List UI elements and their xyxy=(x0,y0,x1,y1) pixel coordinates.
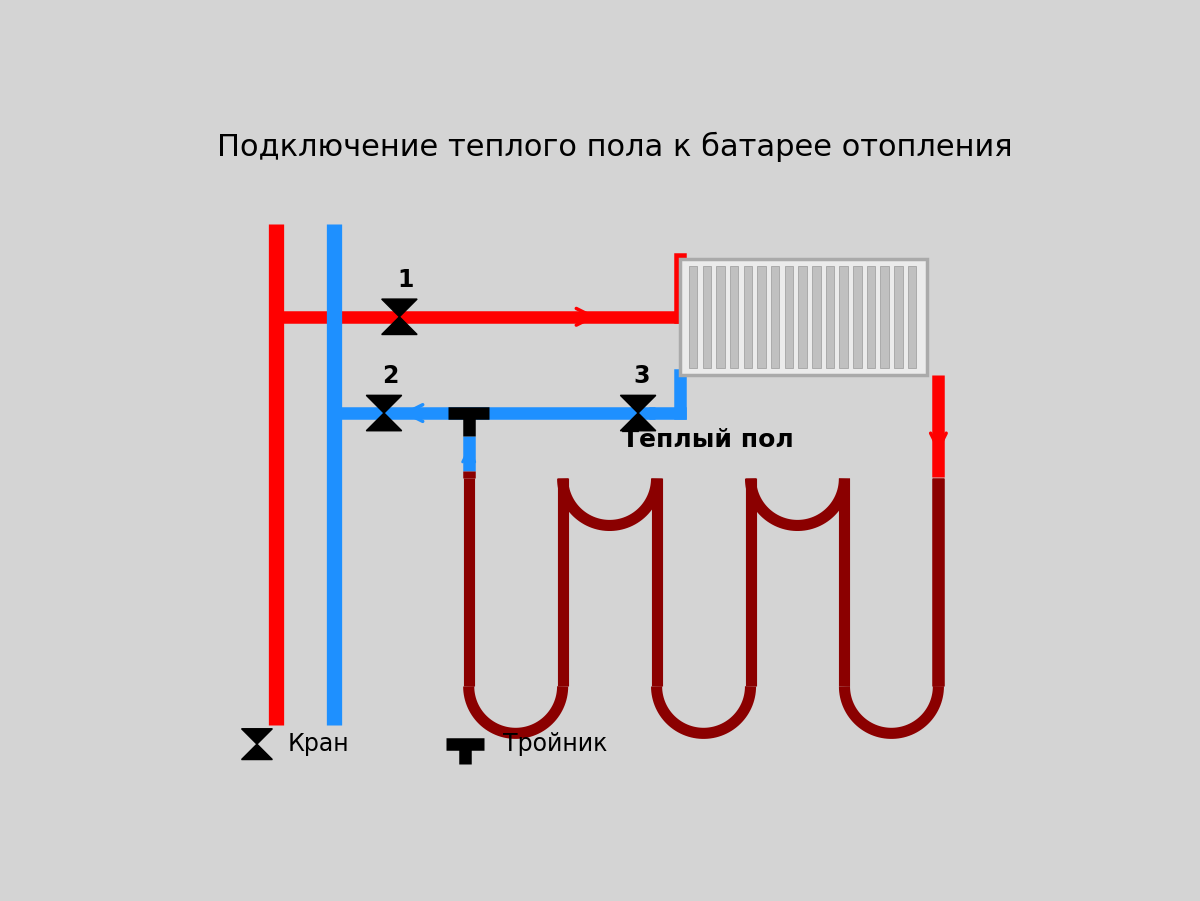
Text: Подключение теплого пола к батарее отопления: Подключение теплого пола к батарее отопл… xyxy=(217,132,1013,162)
Bar xyxy=(702,266,712,368)
Text: Кран: Кран xyxy=(288,733,349,756)
Bar xyxy=(757,266,766,368)
Bar xyxy=(839,266,848,368)
Bar xyxy=(716,266,725,368)
Bar xyxy=(853,266,862,368)
Bar xyxy=(744,266,752,368)
Polygon shape xyxy=(620,413,656,431)
Bar xyxy=(770,266,780,368)
Bar xyxy=(826,266,834,368)
Text: Тройник: Тройник xyxy=(503,733,607,756)
Bar xyxy=(881,266,889,368)
Text: 2: 2 xyxy=(382,364,398,388)
Bar xyxy=(907,266,917,368)
Bar xyxy=(894,266,902,368)
Polygon shape xyxy=(382,299,418,317)
Bar xyxy=(812,266,821,368)
Text: Теплый пол: Теплый пол xyxy=(622,428,793,452)
Text: 3: 3 xyxy=(632,364,649,388)
Bar xyxy=(680,259,926,375)
Bar xyxy=(798,266,806,368)
Bar xyxy=(785,266,793,368)
Polygon shape xyxy=(620,396,656,413)
Polygon shape xyxy=(366,413,402,431)
Polygon shape xyxy=(241,729,272,744)
Polygon shape xyxy=(382,317,418,334)
Polygon shape xyxy=(366,396,402,413)
Bar xyxy=(866,266,875,368)
Text: 1: 1 xyxy=(397,268,414,292)
Polygon shape xyxy=(241,744,272,760)
Bar xyxy=(689,266,697,368)
Bar xyxy=(730,266,738,368)
